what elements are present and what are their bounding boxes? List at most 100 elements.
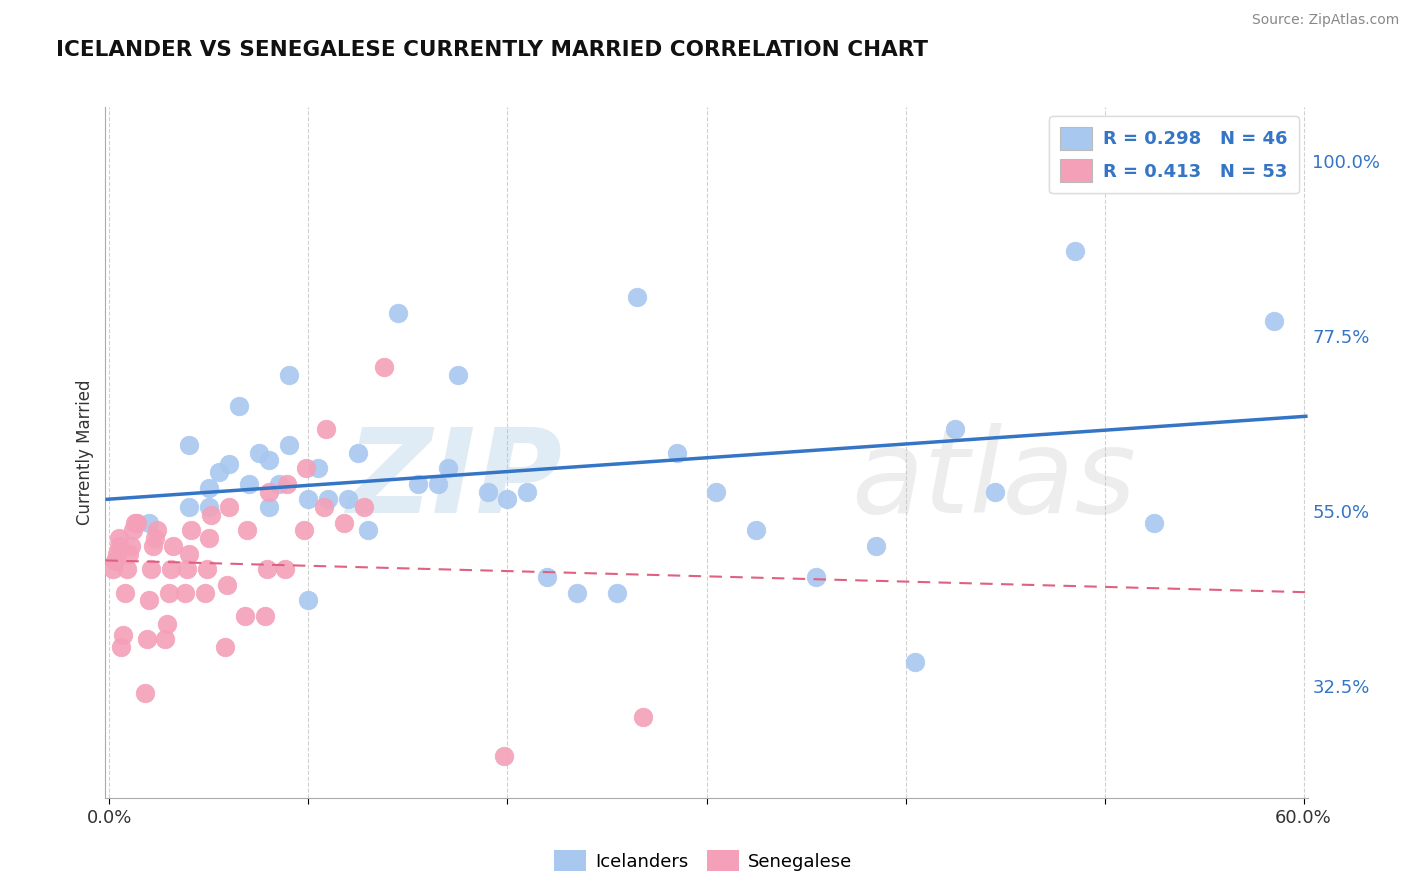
Point bbox=[110, 640, 132, 654]
Point bbox=[238, 476, 260, 491]
Point bbox=[277, 368, 299, 382]
Text: ICELANDER VS SENEGALESE CURRENTLY MARRIED CORRELATION CHART: ICELANDER VS SENEGALESE CURRENTLY MARRIE… bbox=[56, 40, 928, 60]
Point bbox=[943, 422, 966, 436]
Point bbox=[153, 632, 176, 646]
Point bbox=[157, 585, 180, 599]
Point bbox=[198, 500, 221, 514]
Point bbox=[706, 484, 728, 499]
Point bbox=[745, 524, 768, 538]
Point bbox=[141, 562, 163, 576]
Point bbox=[353, 500, 375, 514]
Point bbox=[103, 562, 125, 576]
Point bbox=[120, 539, 142, 553]
Point bbox=[233, 608, 256, 623]
Point bbox=[1263, 313, 1285, 327]
Point bbox=[156, 616, 179, 631]
Point bbox=[177, 500, 200, 514]
Point bbox=[626, 290, 648, 304]
Point bbox=[117, 562, 139, 576]
Point bbox=[253, 608, 276, 623]
Point bbox=[315, 422, 337, 436]
Point bbox=[257, 484, 280, 499]
Point bbox=[142, 539, 165, 553]
Point bbox=[984, 484, 1007, 499]
Point bbox=[297, 492, 319, 507]
Text: ZIP: ZIP bbox=[346, 423, 562, 538]
Point bbox=[276, 476, 298, 491]
Point bbox=[198, 481, 221, 495]
Point bbox=[105, 547, 128, 561]
Point bbox=[665, 446, 688, 460]
Point bbox=[200, 508, 222, 522]
Point bbox=[218, 458, 240, 472]
Point bbox=[297, 593, 319, 607]
Y-axis label: Currently Married: Currently Married bbox=[76, 380, 94, 525]
Point bbox=[118, 547, 141, 561]
Point bbox=[318, 492, 340, 507]
Point bbox=[347, 446, 370, 460]
Point bbox=[160, 562, 183, 576]
Point bbox=[1223, 174, 1246, 188]
Point bbox=[218, 500, 240, 514]
Point bbox=[108, 539, 131, 553]
Point bbox=[108, 531, 131, 545]
Point bbox=[477, 484, 499, 499]
Point bbox=[143, 531, 166, 545]
Point bbox=[565, 585, 588, 599]
Point bbox=[236, 524, 259, 538]
Point bbox=[257, 453, 280, 467]
Point bbox=[177, 547, 200, 561]
Point bbox=[214, 640, 236, 654]
Point bbox=[865, 539, 887, 553]
Text: Source: ZipAtlas.com: Source: ZipAtlas.com bbox=[1251, 13, 1399, 28]
Point bbox=[136, 632, 159, 646]
Point bbox=[294, 524, 316, 538]
Point bbox=[373, 360, 395, 375]
Point bbox=[406, 476, 429, 491]
Point bbox=[273, 562, 295, 576]
Point bbox=[267, 476, 290, 491]
Legend: Icelanders, Senegalese: Icelanders, Senegalese bbox=[547, 843, 859, 879]
Point bbox=[333, 516, 356, 530]
Point bbox=[112, 628, 135, 642]
Point bbox=[114, 585, 136, 599]
Point bbox=[177, 438, 200, 452]
Point bbox=[516, 484, 538, 499]
Point bbox=[492, 748, 515, 763]
Point bbox=[314, 500, 336, 514]
Point bbox=[387, 306, 409, 320]
Point bbox=[162, 539, 184, 553]
Point bbox=[277, 438, 299, 452]
Point bbox=[357, 524, 380, 538]
Legend: R = 0.298   N = 46, R = 0.413   N = 53: R = 0.298 N = 46, R = 0.413 N = 53 bbox=[1049, 116, 1299, 194]
Point bbox=[1063, 244, 1085, 258]
Point bbox=[436, 461, 458, 475]
Point bbox=[124, 516, 146, 530]
Point bbox=[496, 492, 519, 507]
Point bbox=[122, 524, 145, 538]
Point bbox=[138, 516, 160, 530]
Point bbox=[307, 461, 329, 475]
Point bbox=[426, 476, 449, 491]
Point bbox=[247, 446, 270, 460]
Point bbox=[804, 570, 827, 584]
Point bbox=[104, 554, 127, 568]
Point bbox=[176, 562, 198, 576]
Point bbox=[447, 368, 470, 382]
Point bbox=[134, 686, 156, 700]
Point bbox=[337, 492, 360, 507]
Point bbox=[198, 531, 221, 545]
Point bbox=[1143, 516, 1166, 530]
Point bbox=[146, 524, 169, 538]
Point bbox=[195, 562, 218, 576]
Point bbox=[257, 500, 280, 514]
Point bbox=[295, 461, 318, 475]
Point bbox=[174, 585, 197, 599]
Point bbox=[208, 465, 231, 479]
Point bbox=[138, 593, 160, 607]
Point bbox=[536, 570, 558, 584]
Point bbox=[215, 578, 238, 592]
Point bbox=[256, 562, 278, 576]
Point bbox=[127, 516, 149, 530]
Point bbox=[180, 524, 202, 538]
